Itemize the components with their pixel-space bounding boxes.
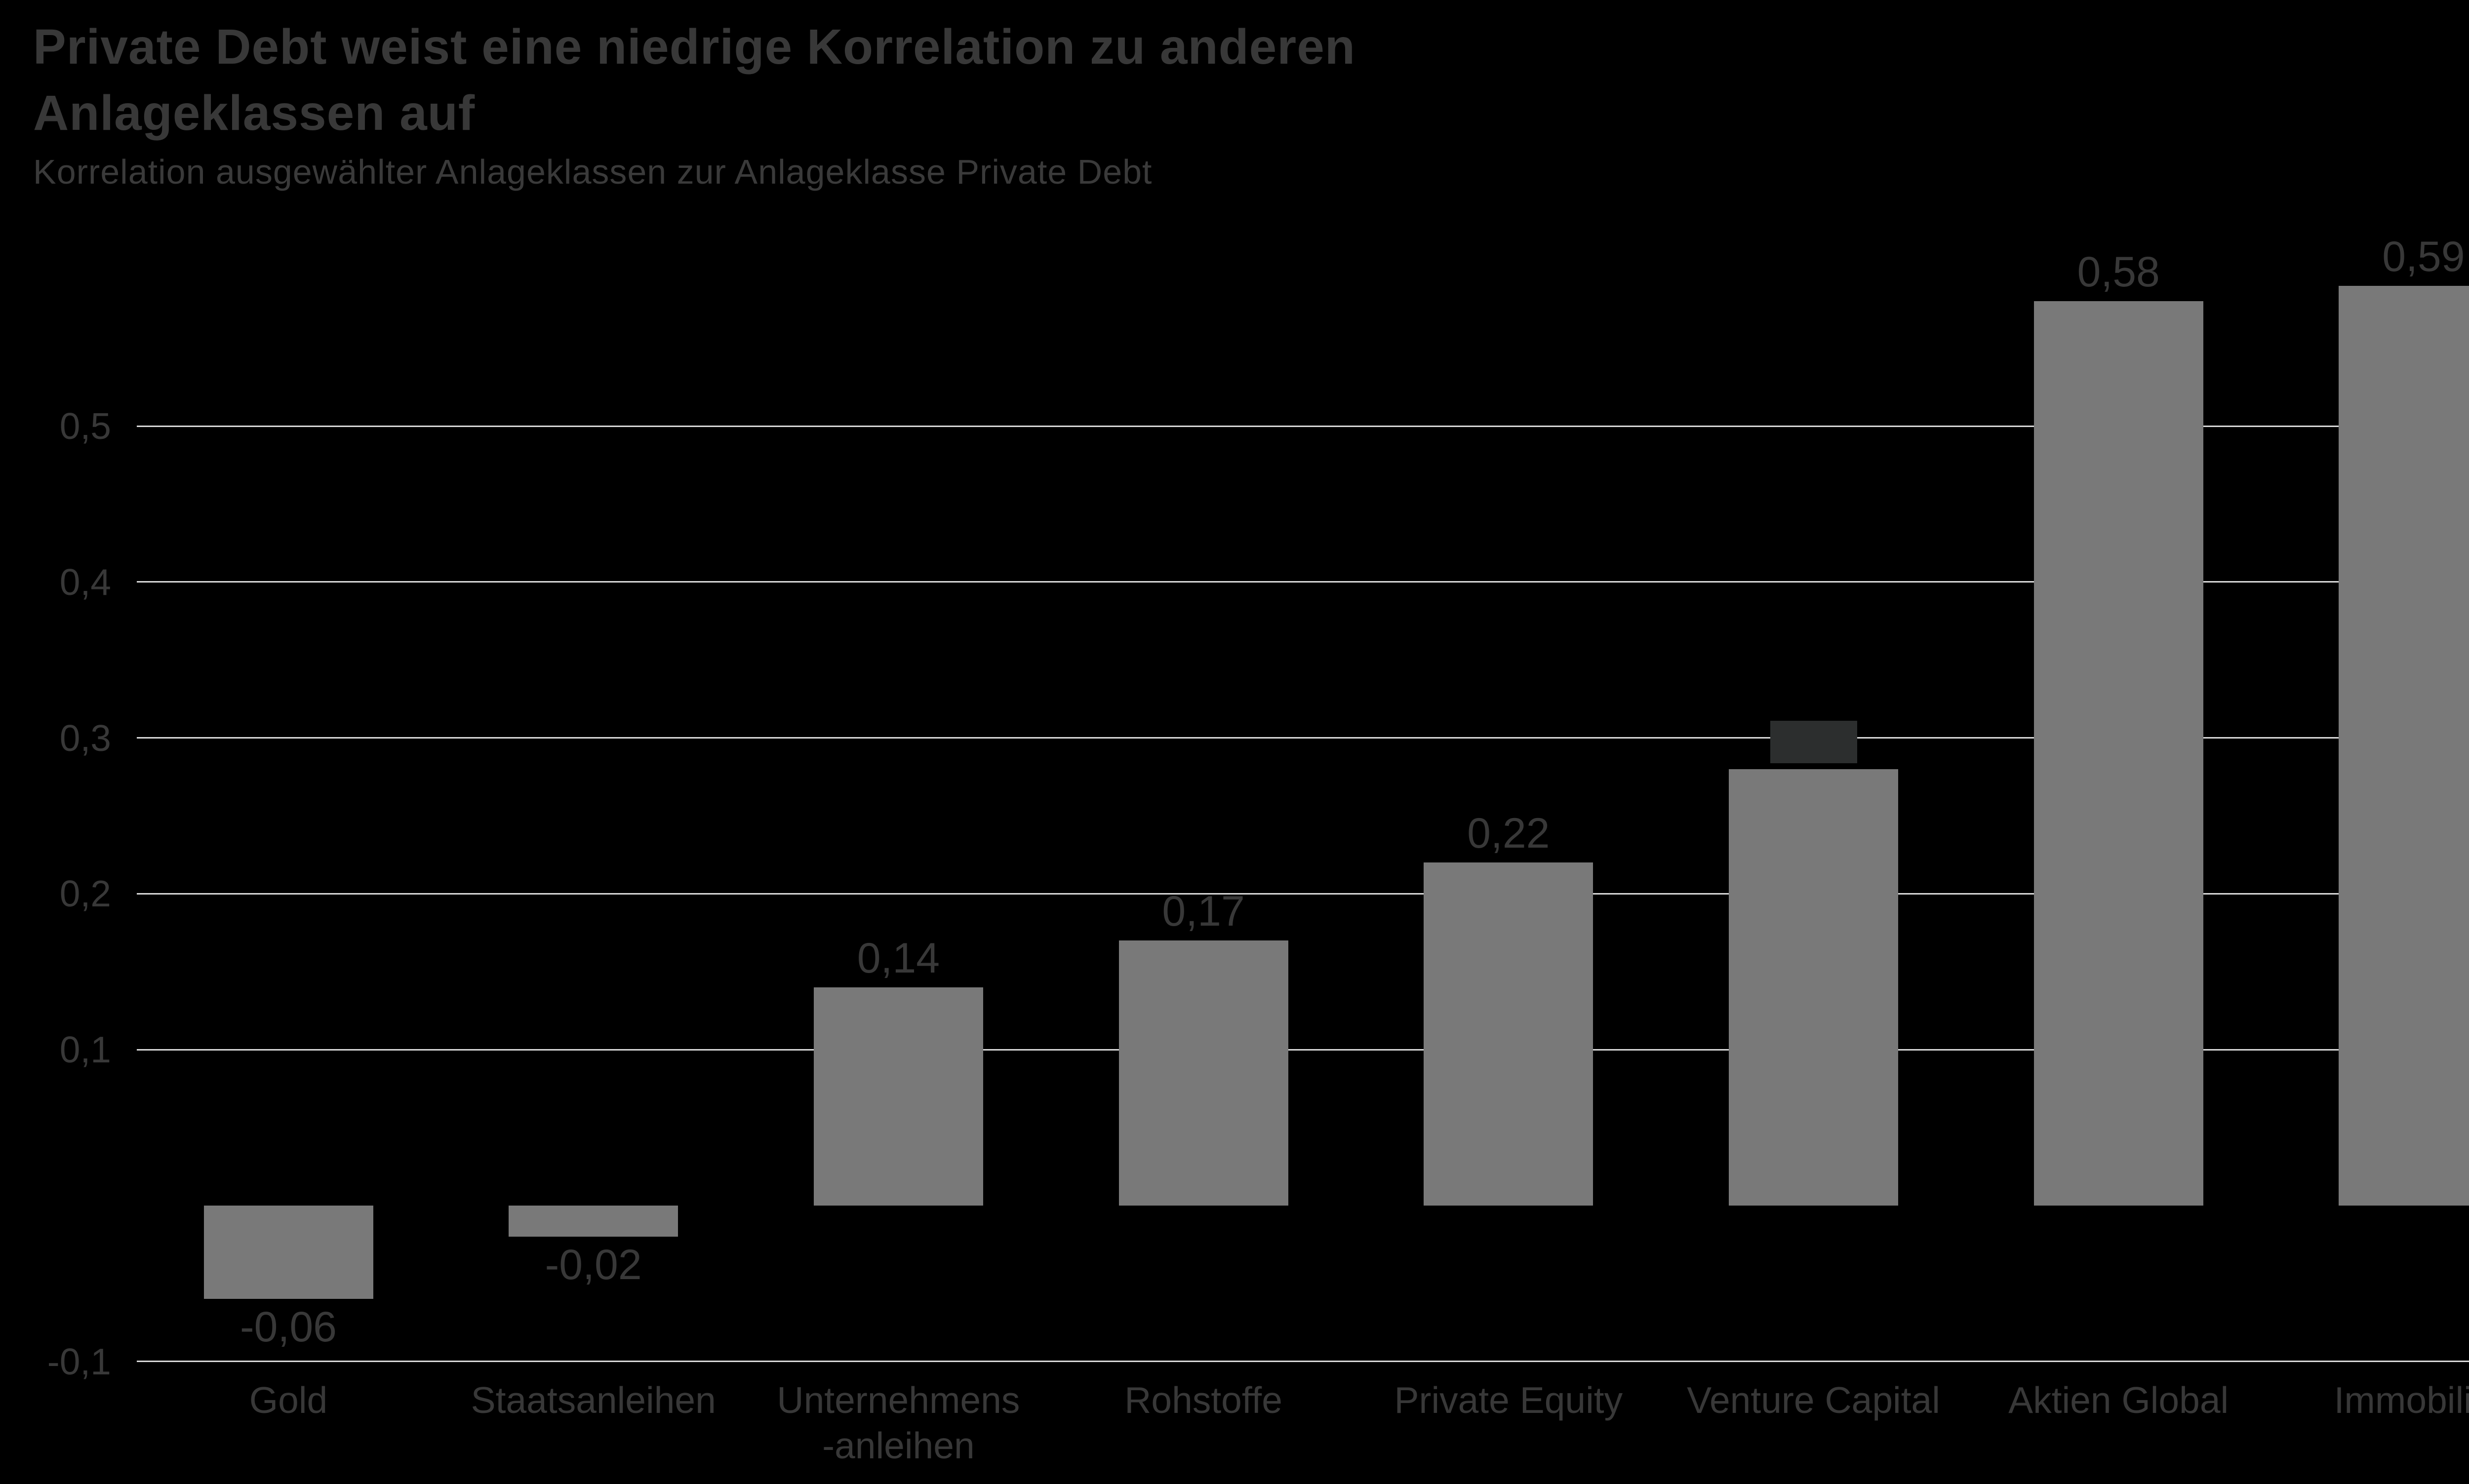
bar (1118, 940, 1288, 1206)
bar-value-label: 0,22 (1467, 810, 1550, 858)
bar (813, 987, 983, 1206)
y-tick-label: 0,1 (59, 1029, 111, 1071)
bar (1424, 862, 1593, 1206)
gridline (137, 893, 2469, 895)
bar-value-label: 0,59 (2382, 233, 2465, 280)
bar-value-label: -0,02 (545, 1241, 642, 1289)
bar-value-label: 0,58 (2077, 248, 2160, 296)
x-category-label: Rohstoffe (1124, 1379, 1282, 1421)
chart-title-line2: Anlageklassen auf (33, 85, 476, 141)
bar (203, 1206, 373, 1299)
x-category-label: Immobilien (2334, 1379, 2469, 1421)
y-tick-label: 0,3 (59, 717, 111, 759)
bar-value-label: 0,14 (857, 934, 940, 982)
bar (1729, 769, 1898, 1206)
bar-value-label: -0,06 (239, 1303, 337, 1351)
gridline (137, 737, 2469, 739)
bar-value-label: 0,17 (1162, 888, 1245, 936)
x-category-label: Private Equity (1394, 1379, 1623, 1421)
gridline (137, 425, 2469, 427)
y-tick-label: -0,1 (47, 1340, 111, 1382)
bar (2033, 301, 2203, 1206)
bar (509, 1206, 678, 1237)
x-category-label: Aktien Global (2008, 1379, 2229, 1421)
gridline (137, 581, 2469, 583)
gridline (137, 1049, 2469, 1051)
x-category-label: Staatsanleihen (471, 1379, 716, 1421)
chart-subtitle: Korrelation ausgewählter Anlageklassen z… (33, 153, 1153, 191)
chart-title: Private Debt weist eine niedrige Korrela… (33, 14, 1355, 146)
chart-title-line1: Private Debt weist eine niedrige Korrela… (33, 19, 1355, 75)
x-category-label: Gold (249, 1379, 328, 1421)
x-category-label: Venture Capital (1687, 1379, 1940, 1421)
gridline (137, 1361, 2469, 1363)
x-category-label: Unternehmens -anleihen (777, 1379, 1020, 1466)
masked-value-box (1770, 720, 1857, 763)
bar (2339, 285, 2469, 1206)
y-tick-label: 0,2 (59, 873, 111, 915)
y-tick-label: 0,4 (59, 561, 111, 603)
y-tick-label: 0,5 (59, 405, 111, 447)
